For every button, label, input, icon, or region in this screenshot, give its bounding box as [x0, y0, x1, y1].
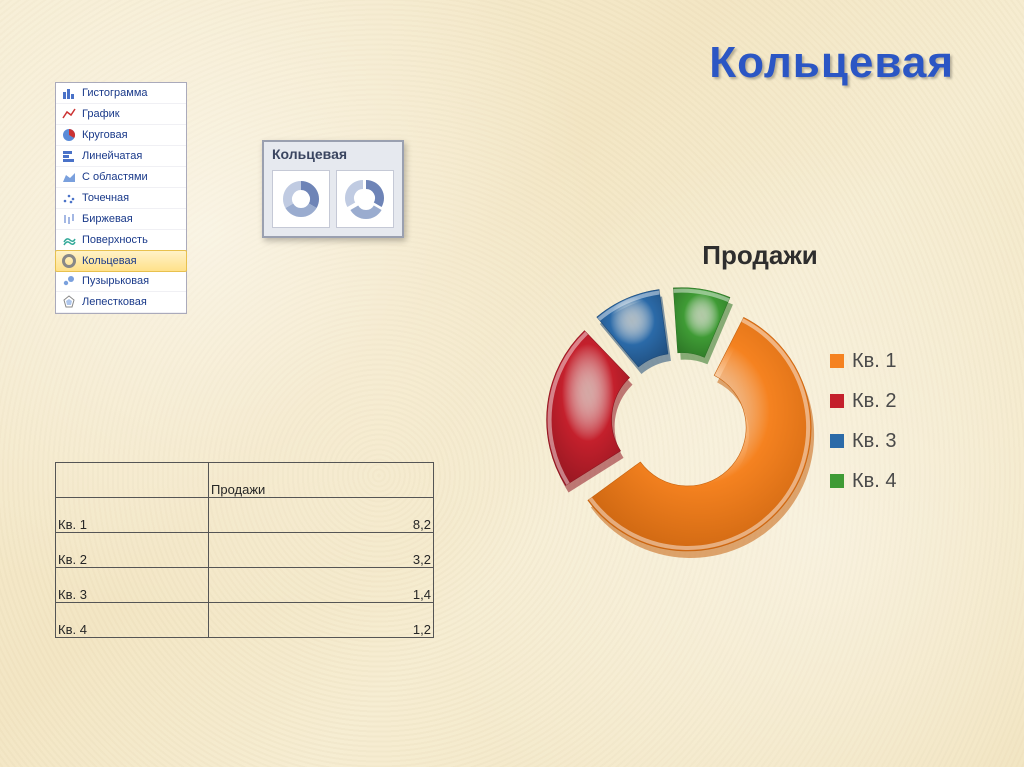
ribbon-doughnut-group: Кольцевая: [262, 140, 404, 238]
table-cell: 8,2: [209, 498, 434, 533]
doughnut-icon: [62, 254, 76, 268]
table-header-sales: Продажи: [209, 463, 434, 498]
histogram-icon: [62, 86, 76, 100]
chart-title: Продажи: [530, 240, 990, 271]
table-header-row: Продажи: [56, 463, 434, 498]
picker-item-pie[interactable]: Круговая: [56, 125, 186, 146]
stock-icon: [62, 212, 76, 226]
legend-swatch: [830, 434, 844, 448]
table-cell: Кв. 2: [56, 533, 209, 568]
picker-item-histogram[interactable]: Гистограмма: [56, 83, 186, 104]
picker-item-label: Гистограмма: [82, 87, 148, 99]
table-cell: Кв. 3: [56, 568, 209, 603]
table-cell: Кв. 4: [56, 603, 209, 638]
picker-item-label: График: [82, 108, 120, 120]
ribbon-title: Кольцевая: [264, 142, 402, 164]
picker-item-line[interactable]: График: [56, 104, 186, 125]
table-row: Кв. 23,2: [56, 533, 434, 568]
legend-swatch: [830, 354, 844, 368]
area-icon: [62, 170, 76, 184]
surface-icon: [62, 233, 76, 247]
picker-item-stock[interactable]: Биржевая: [56, 209, 186, 230]
line-icon: [62, 107, 76, 121]
picker-item-label: Кольцевая: [82, 255, 137, 267]
legend-label: Кв. 1: [852, 341, 897, 381]
legend-item-3: Кв. 3: [830, 421, 897, 461]
radar-icon: [62, 295, 76, 309]
chart-legend: Кв. 1Кв. 2Кв. 3Кв. 4: [830, 341, 897, 501]
bubble-icon: [62, 274, 76, 288]
legend-item-2: Кв. 2: [830, 381, 897, 421]
picker-item-bubble[interactable]: Пузырьковая: [56, 271, 186, 292]
picker-item-label: Точечная: [82, 192, 129, 204]
table-cell: Кв. 1: [56, 498, 209, 533]
picker-item-label: Биржевая: [82, 213, 133, 225]
picker-item-radar[interactable]: Лепестковая: [56, 292, 186, 313]
picker-item-surface[interactable]: Поверхность: [56, 230, 186, 251]
legend-item-1: Кв. 1: [830, 341, 897, 381]
legend-label: Кв. 3: [852, 421, 897, 461]
table-row: Кв. 31,4: [56, 568, 434, 603]
picker-item-label: Круговая: [82, 129, 128, 141]
doughnut-chart-block: Продажи Кв. 1Кв. 2Кв. 3Кв. 4: [530, 240, 990, 571]
legend-item-4: Кв. 4: [830, 461, 897, 501]
bar-icon: [62, 149, 76, 163]
picker-item-scatter[interactable]: Точечная: [56, 188, 186, 209]
picker-item-label: С областями: [82, 171, 148, 183]
picker-item-doughnut[interactable]: Кольцевая: [55, 250, 187, 272]
table-header-blank: [56, 463, 209, 498]
picker-item-label: Поверхность: [82, 234, 148, 246]
picker-item-area[interactable]: С областями: [56, 167, 186, 188]
ribbon-option-doughnut-exploded[interactable]: [336, 170, 394, 228]
legend-swatch: [830, 474, 844, 488]
table-cell: 1,4: [209, 568, 434, 603]
legend-label: Кв. 2: [852, 381, 897, 421]
picker-item-label: Пузырьковая: [82, 275, 149, 287]
table-row: Кв. 41,2: [56, 603, 434, 638]
pie-icon: [62, 128, 76, 142]
picker-item-label: Лепестковая: [82, 296, 147, 308]
picker-item-bar[interactable]: Линейчатая: [56, 146, 186, 167]
legend-label: Кв. 4: [852, 461, 897, 501]
legend-swatch: [830, 394, 844, 408]
scatter-icon: [62, 191, 76, 205]
table-row: Кв. 18,2: [56, 498, 434, 533]
picker-item-label: Линейчатая: [82, 150, 142, 162]
table-cell: 3,2: [209, 533, 434, 568]
page-title: Кольцевая: [709, 38, 954, 88]
doughnut-chart: [530, 271, 830, 571]
table-cell: 1,2: [209, 603, 434, 638]
ribbon-option-doughnut-solid[interactable]: [272, 170, 330, 228]
data-table: Продажи Кв. 18,2 Кв. 23,2 Кв. 31,4 Кв. 4…: [55, 462, 434, 638]
chart-type-picker: Гистограмма График Круговая Линейчатая С обл…: [55, 82, 187, 314]
